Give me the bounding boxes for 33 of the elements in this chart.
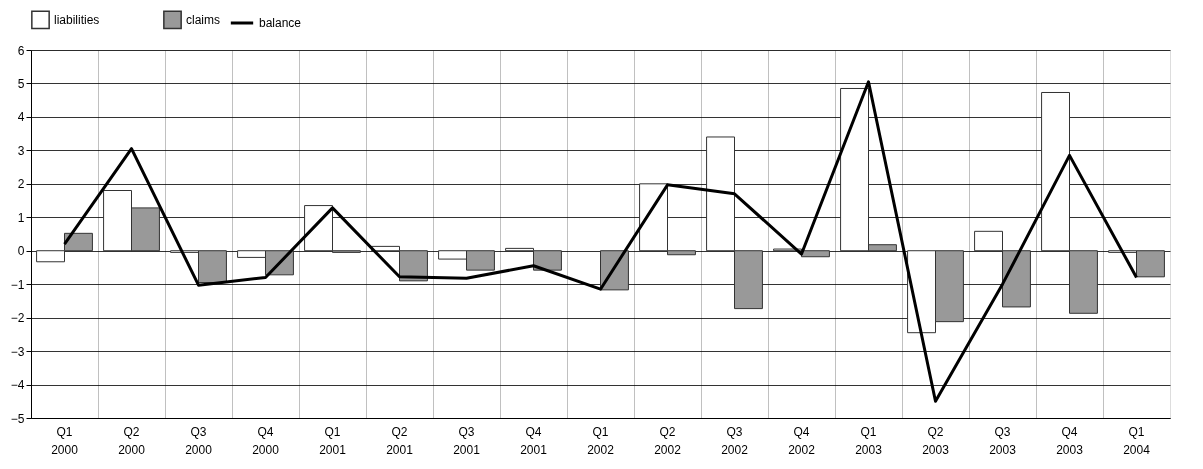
x-tick-label: Q3 2003	[989, 424, 1017, 457]
y-tick-label: 4	[17, 110, 25, 125]
x-tick-label: Q3 2000	[185, 424, 213, 457]
x-tick-label: Q3 2001	[453, 424, 481, 457]
y-tick-label: 2	[17, 177, 25, 192]
legend-label: liabilities	[54, 12, 100, 27]
legend-label: balance	[259, 16, 302, 30]
y-tick-label: −3	[10, 344, 25, 359]
x-tick-label: Q4 2003	[1056, 424, 1084, 457]
y-tick-label: −5	[10, 411, 25, 426]
y-tick-label: 6	[17, 43, 25, 58]
bar	[801, 250, 830, 258]
y-tick-label: 5	[17, 76, 25, 91]
y-tick-label: −1	[10, 277, 25, 292]
y-tick-label: −4	[10, 378, 25, 393]
x-tick-label: Q4 2001	[520, 424, 548, 457]
x-tick-label: Q1 2004	[1123, 424, 1151, 457]
x-tick-label: Q1 2000	[51, 424, 79, 457]
x-tick-label: Q2 2001	[386, 424, 414, 457]
y-tick-label: −2	[10, 311, 25, 326]
y-tick-label: 0	[17, 244, 25, 259]
x-tick-label: Q4 2002	[788, 424, 816, 457]
x-tick-label: Q2 2002	[654, 424, 682, 457]
x-tick-label: Q2 2000	[118, 424, 146, 457]
x-tick-label: Q3 2002	[721, 424, 749, 457]
legend-label: claims	[186, 12, 221, 27]
y-tick-label: 3	[17, 143, 25, 158]
x-tick-label: Q1 2002	[587, 424, 615, 457]
x-tick-label: Q1 2003	[855, 424, 883, 457]
y-tick-label: 1	[17, 210, 25, 225]
x-tick-label: Q2 2003	[922, 424, 950, 457]
x-tick-label: Q1 2001	[319, 424, 347, 457]
x-tick-label: Q4 2000	[252, 424, 280, 457]
